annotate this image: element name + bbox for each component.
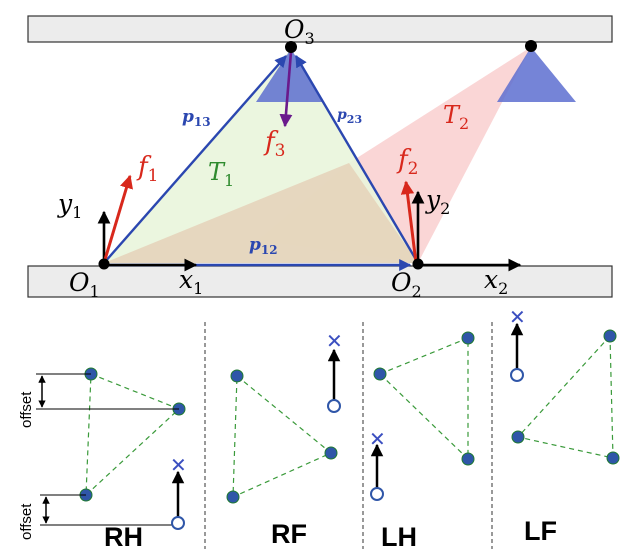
offset-label: offset [18,391,35,428]
rf-foot [226,490,240,504]
rh-panel-label: RH [104,522,143,549]
rf-foot [324,446,338,460]
panel-lh: ✕ LH [369,331,475,549]
p13-label: p13 [182,107,211,129]
f1-arrow [102,174,133,264]
lf-foot [603,329,617,343]
x2-label: x2 [484,265,508,298]
rh-swing-start [171,516,185,530]
rf-foot [230,369,244,383]
panel-lf: ✕ LF [509,305,620,546]
y1-label: y1 [57,189,82,222]
f1-label: f1 [136,152,158,186]
lf-foot [511,430,525,444]
p23-label: p23 [337,107,362,126]
rf-swing-start [327,399,341,413]
t1-label: T1 [208,158,234,190]
p12-label: p12 [249,235,278,257]
lf-swing-start [510,368,524,382]
lh-target-cross: ✕ [369,427,386,451]
panel-rh: offset offset ✕ RH [18,367,187,549]
lf-foot [606,451,620,465]
lh-foot [461,331,475,345]
o3-point [285,41,297,53]
rf-support-triangle [232,374,333,498]
o2-label: O2 [391,268,422,301]
p13-vector [103,55,287,264]
rf-panel-label: RF [271,519,307,549]
lh-swing-start [370,487,384,501]
lh-foot [461,452,475,466]
rf-target-cross: ✕ [326,329,343,353]
ceiling-bar [27,15,613,43]
panel-rf: ✕ RF [226,329,343,549]
f2-arrow [400,180,418,264]
rh-target-cross: ✕ [170,453,187,477]
lf-target-cross: ✕ [509,305,526,329]
o1-point [98,258,110,270]
lh-foot [373,367,387,381]
lh-support-triangle [378,337,469,461]
foot-marker-right [497,47,576,102]
lf-panel-label: LF [524,516,557,546]
o3-label: O3 [284,15,315,48]
lf-support-triangle [516,334,614,459]
o1-label: O1 [69,268,100,301]
rh-support-triangle [85,373,181,497]
o2-point [412,258,424,270]
overlap-region [104,163,418,263]
y2-label: y2 [425,185,450,218]
f3-arrow [279,51,293,128]
p23-vector [294,54,420,264]
right-attach-point [525,40,537,52]
lh-panel-label: LH [381,522,417,549]
x1-label: x1 [179,265,203,298]
floor-bar [27,265,613,298]
t2-label: T2 [443,101,469,133]
offset-label: offset [18,503,35,540]
